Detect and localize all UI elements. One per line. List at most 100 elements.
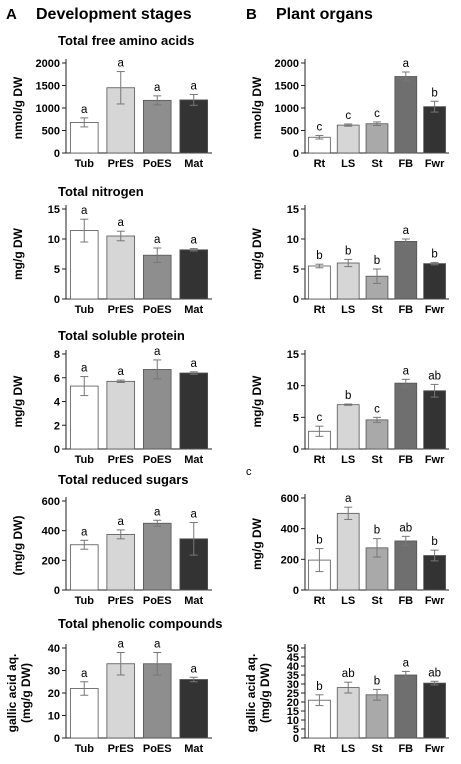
a3-ytick-label: 4 (54, 397, 61, 409)
a5-ytick-label: 0 (54, 733, 60, 745)
a4-bar-tub (69, 544, 99, 591)
a4-category-label: PoES (143, 595, 172, 607)
b1-sig-letter: c (317, 121, 323, 133)
b2-category-label: FB (398, 304, 413, 316)
a2-sig-letter: a (191, 235, 198, 247)
b2-ylabel: mg/g DW (250, 227, 264, 280)
b3-ytick-label: 10 (287, 381, 299, 393)
a3-category-label: Tub (75, 454, 95, 466)
b5-bar-ls (336, 687, 360, 739)
a3-title: Total soluble protein (58, 328, 185, 343)
a1-bar-poes (142, 99, 172, 154)
b2-sig-letter: b (345, 245, 351, 257)
b4-category-label: LS (341, 595, 355, 607)
a5-category-label: Mat (184, 743, 203, 755)
b5-ytick-label: 0 (293, 733, 299, 745)
b5-bar-fwr (423, 682, 446, 739)
a1-bar-tub (69, 122, 99, 154)
a4-category-label: Mat (184, 595, 203, 607)
b3-ylabel: mg/g DW (250, 375, 264, 428)
b1-ytick-label: 0 (293, 148, 299, 160)
a4-ytick-label: 400 (42, 526, 60, 538)
a3-sig-letter: a (191, 358, 198, 370)
a1-ytick-label: 500 (42, 126, 60, 138)
b1-ylabel: nmol/g DW (250, 76, 264, 139)
a2-category-label: PrES (108, 304, 134, 316)
b3-sig-letter: a (403, 365, 410, 377)
a4-ytick-label: 0 (54, 585, 60, 597)
b1-bar-st (365, 123, 389, 154)
a1-sig-letter: a (191, 81, 198, 93)
a1-category-label: PrES (108, 158, 134, 170)
a4-category-label: Tub (75, 595, 95, 607)
b2-bar-rt (308, 265, 331, 300)
b1-category-label: LS (341, 158, 355, 170)
b5-ytick-label: 30 (287, 679, 299, 691)
panel-a-title: Development stages (36, 6, 192, 23)
a4-sig-letter: a (191, 509, 198, 521)
b4-category-label: FB (398, 595, 413, 607)
b3-category-label: Rt (314, 454, 326, 466)
b5-sig-letter: a (403, 657, 410, 669)
a1-sig-letter: a (81, 104, 88, 116)
b3-sig-letter: ab (428, 370, 441, 382)
b2-category-label: LS (341, 304, 355, 316)
b1-sig-letter: c (374, 108, 380, 120)
b5-category-label: Rt (314, 743, 326, 755)
b1-bar-fwr (423, 106, 446, 154)
b4-bar-ls (336, 512, 360, 591)
a5-category-label: PoES (143, 743, 172, 755)
panel-b-title: Plant organs (276, 6, 373, 23)
b1-ytick-label: 1000 (275, 103, 299, 115)
a5-bar-poes (142, 663, 172, 739)
b2-bar-fb (394, 240, 418, 300)
a3-bar-pres (106, 380, 136, 450)
panel-a-letter: A (6, 6, 17, 23)
a2-ytick-label: 15 (48, 204, 60, 216)
a3-bar-tub (69, 385, 99, 450)
b4-ytick-label: 200 (281, 554, 299, 566)
a2-ylabel: mg/g DW (11, 227, 25, 280)
b1-category-label: Fwr (425, 158, 445, 170)
b2-category-label: Rt (314, 304, 326, 316)
a1-bar-mat (179, 99, 209, 154)
b4-sig-letter: b (316, 535, 322, 547)
b4-sig-letter: b (374, 525, 380, 537)
b3-category-label: St (372, 454, 383, 466)
a3-bar-mat (179, 372, 209, 450)
a4-ylabel: (mg/g DW) (11, 516, 25, 576)
b4-bar-fb (394, 540, 418, 591)
b2-category-label: St (372, 304, 383, 316)
a3-category-label: Mat (184, 454, 203, 466)
b2-sig-letter: b (374, 255, 380, 267)
b3-bar-fwr (423, 390, 446, 450)
b2-ytick-label: 5 (293, 264, 299, 276)
a3-category-label: PrES (108, 454, 134, 466)
b5-ytick-label: 40 (287, 661, 299, 673)
b2-ytick-label: 15 (287, 204, 299, 216)
b2-sig-letter: b (316, 250, 322, 262)
b5-ytick-label: 45 (287, 652, 299, 664)
a5-ytick-label: 40 (48, 643, 60, 655)
b1-category-label: St (372, 158, 383, 170)
a5-ylabel: gallic acid aq. (5, 654, 19, 733)
a5-sig-letter: a (191, 663, 198, 675)
b1-ytick-label: 500 (281, 126, 299, 138)
b3-ytick-label: 0 (293, 444, 299, 456)
b5-bar-st (365, 694, 389, 739)
b2-category-label: Fwr (425, 304, 445, 316)
b5-ytick-label: 25 (287, 688, 299, 700)
a4-bar-pres (106, 533, 136, 591)
a4-category-label: PrES (108, 595, 134, 607)
a2-bar-pres (106, 235, 136, 300)
b4-ylabel: mg/g DW (250, 517, 264, 570)
a3-ytick-label: 0 (54, 444, 60, 456)
b1-sig-letter: a (403, 58, 410, 70)
b2-sig-letter: a (403, 225, 410, 237)
a1-ylabel: nmol/g DW (11, 76, 25, 139)
b5-sig-letter: ab (428, 667, 441, 679)
a1-ytick-label: 2000 (36, 58, 60, 70)
b2-ytick-label: 10 (287, 234, 299, 246)
a1-ytick-label: 1000 (36, 103, 60, 115)
b3-sig-letter: b (345, 390, 351, 402)
